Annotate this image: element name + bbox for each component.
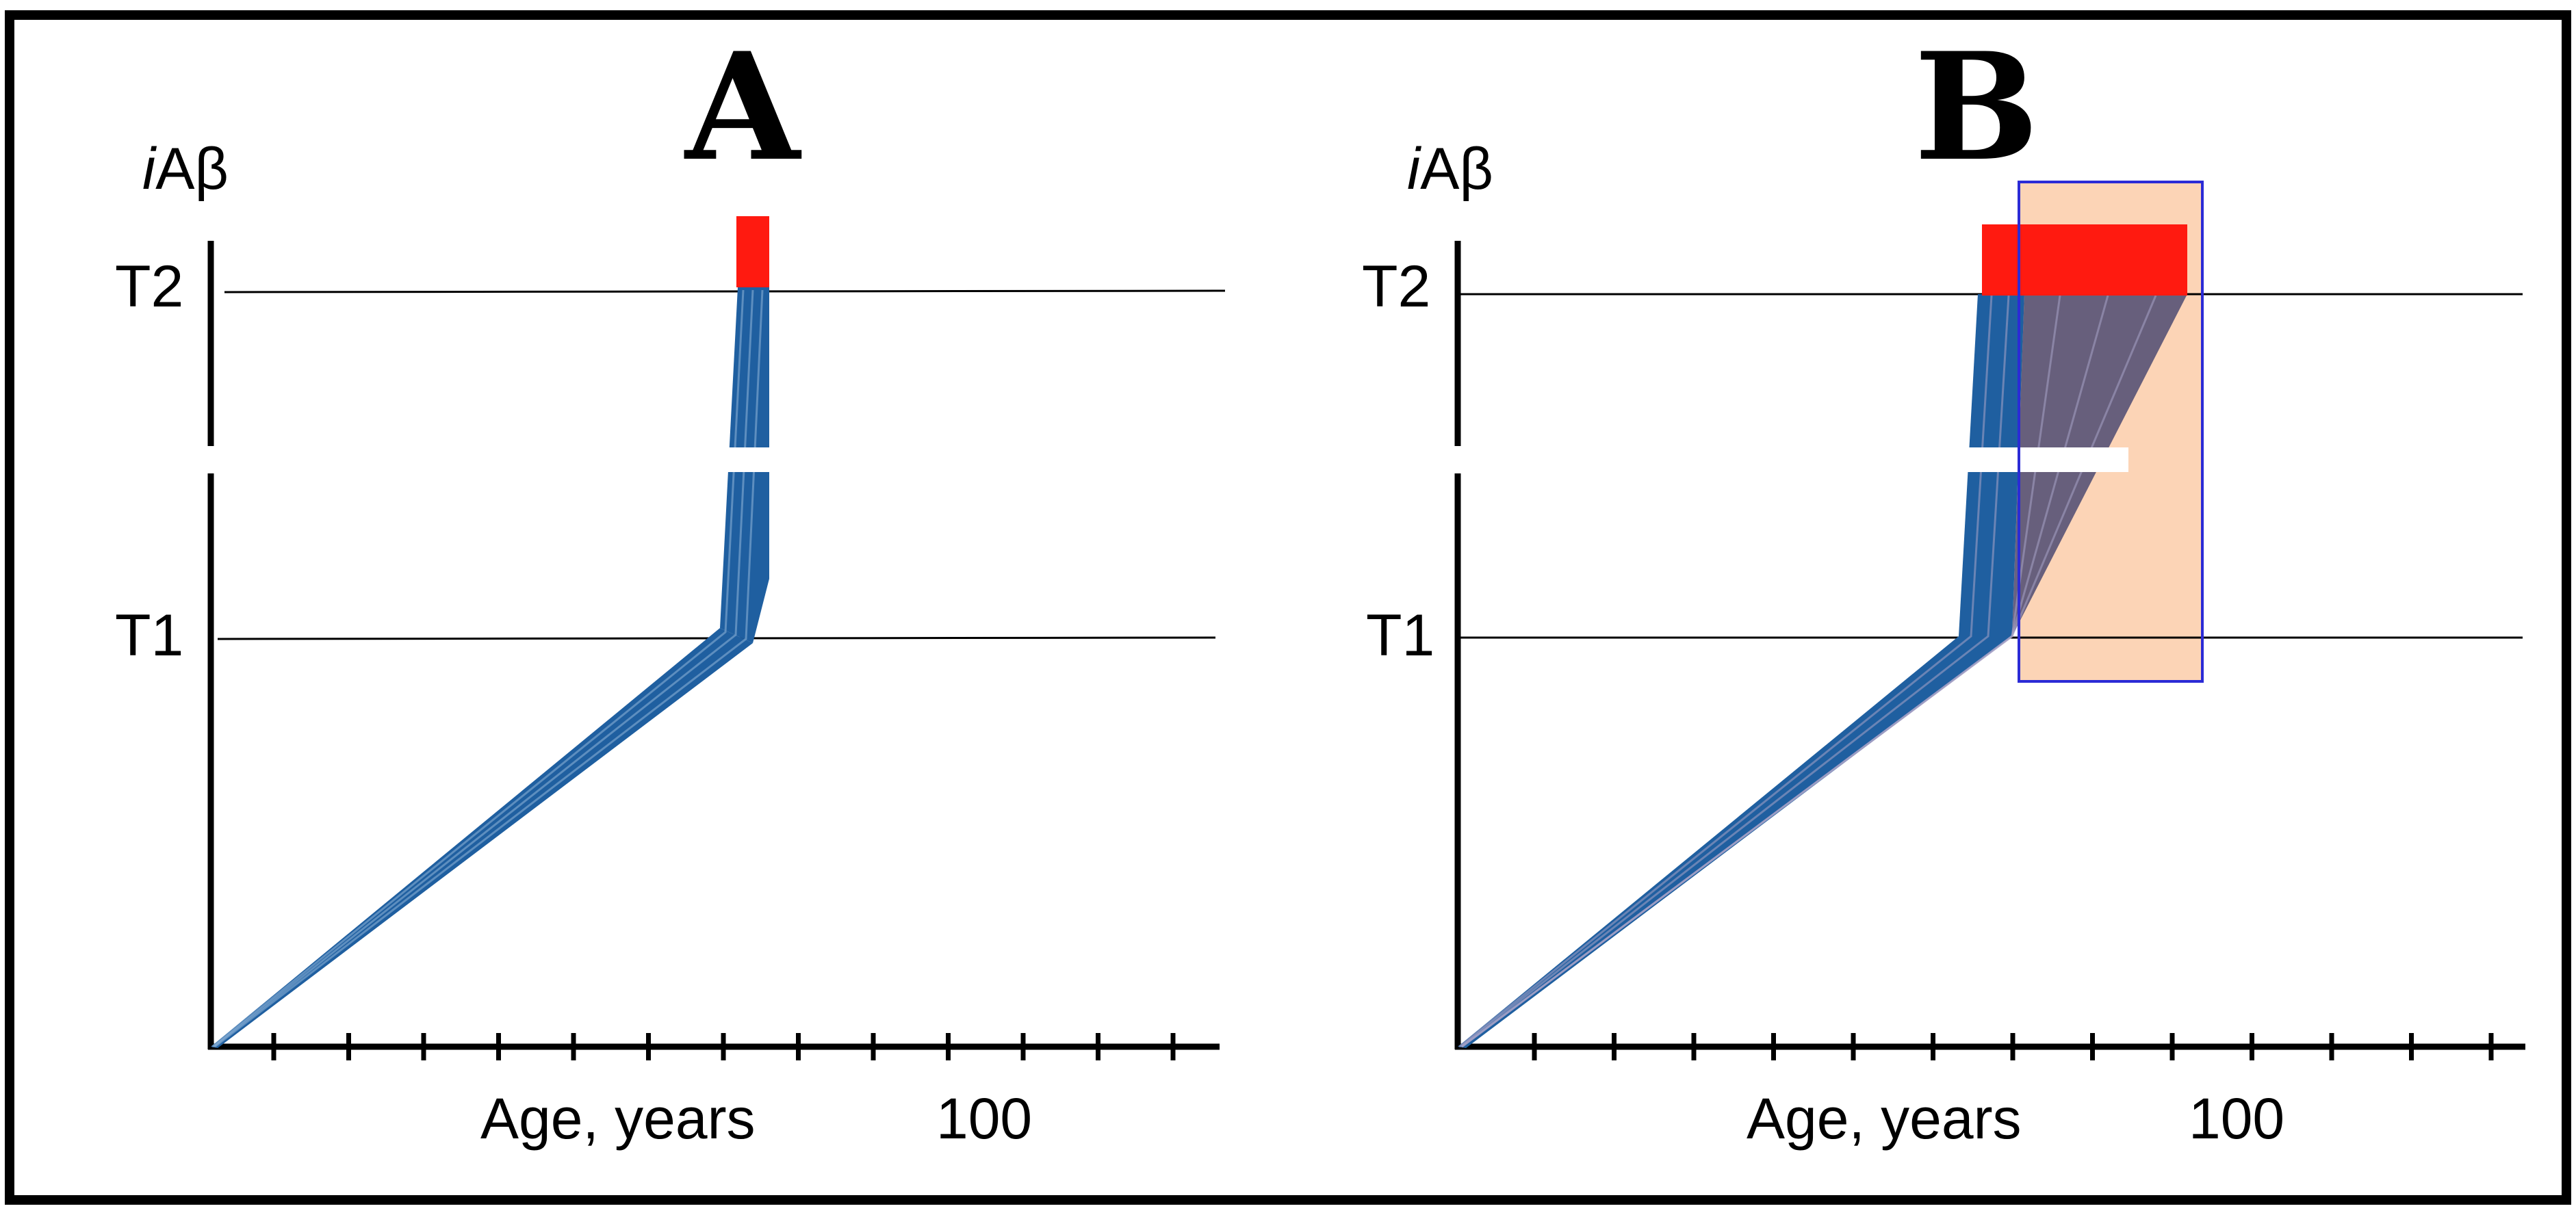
panel-b-x-axis-label: Age, years [1747,1086,2022,1151]
panel-a-t2-bar [736,216,769,287]
panel-a-x-tick-label-100: 100 [936,1086,1032,1151]
panel-a-y-axis-label-italic: i [142,136,157,202]
panel-a-axis-break-gap [712,447,780,472]
panel-a-trajectories [211,216,780,1048]
panel-b-axis-break-gap [1964,447,2128,472]
panel-a-y-axis-label-rest: Aβ [155,136,229,202]
panel-b-y-axis-label-italic: i [1407,136,1422,202]
panel-a-trajectory-streak [211,289,745,1048]
panel-a-x-axis-label: Age, years [480,1086,756,1151]
panel-b-y-axis-label-rest: Aβ [1420,136,1493,202]
panel-b-threshold-t1-label: T1 [1366,603,1434,668]
figure-frame [5,10,2571,1205]
panel-b-trajectory-streak [1461,295,2157,1048]
panel-b: B iAβ T2 T1 Age, years 100 [1362,20,2525,1151]
panel-b-y-axis-label: iAβ [1407,136,1493,202]
panel-a-threshold-t2-label: T2 [115,254,183,319]
panel-b-t2-bar [1982,224,2187,296]
panel-b-x-tick-label-100: 100 [2189,1086,2284,1151]
panel-a-trajectory-streak [214,289,764,1048]
panel-a-trajectory-streaks [211,289,764,1048]
panel-a-x-ticks [271,1033,1176,1060]
panel-a: A iAβ T2 T1 Age, years 100 [115,20,1226,1151]
panel-b-trajectories [1458,224,2187,1048]
panel-b-trajectory-streak [1458,295,1993,1048]
panel-b-trajectory-streak [1461,295,2061,1048]
panel-a-threshold-t2-line [224,289,1226,293]
panel-b-risk-window-outline [2018,181,2204,683]
panel-b-trajectory-streak [1460,295,2010,1048]
panel-b-title: B [1914,20,2039,194]
panel-b-threshold-t2-label: T2 [1362,254,1430,319]
panel-a-y-axis-label: iAβ [142,136,229,202]
panel-a-title: A [684,20,802,194]
panel-a-trajectory-streak [213,289,754,1048]
panel-b-x-ticks [1532,1033,2494,1060]
panel-a-threshold-t1-label: T1 [115,603,183,668]
panel-b-trajectory-streaks [1458,295,2157,1048]
